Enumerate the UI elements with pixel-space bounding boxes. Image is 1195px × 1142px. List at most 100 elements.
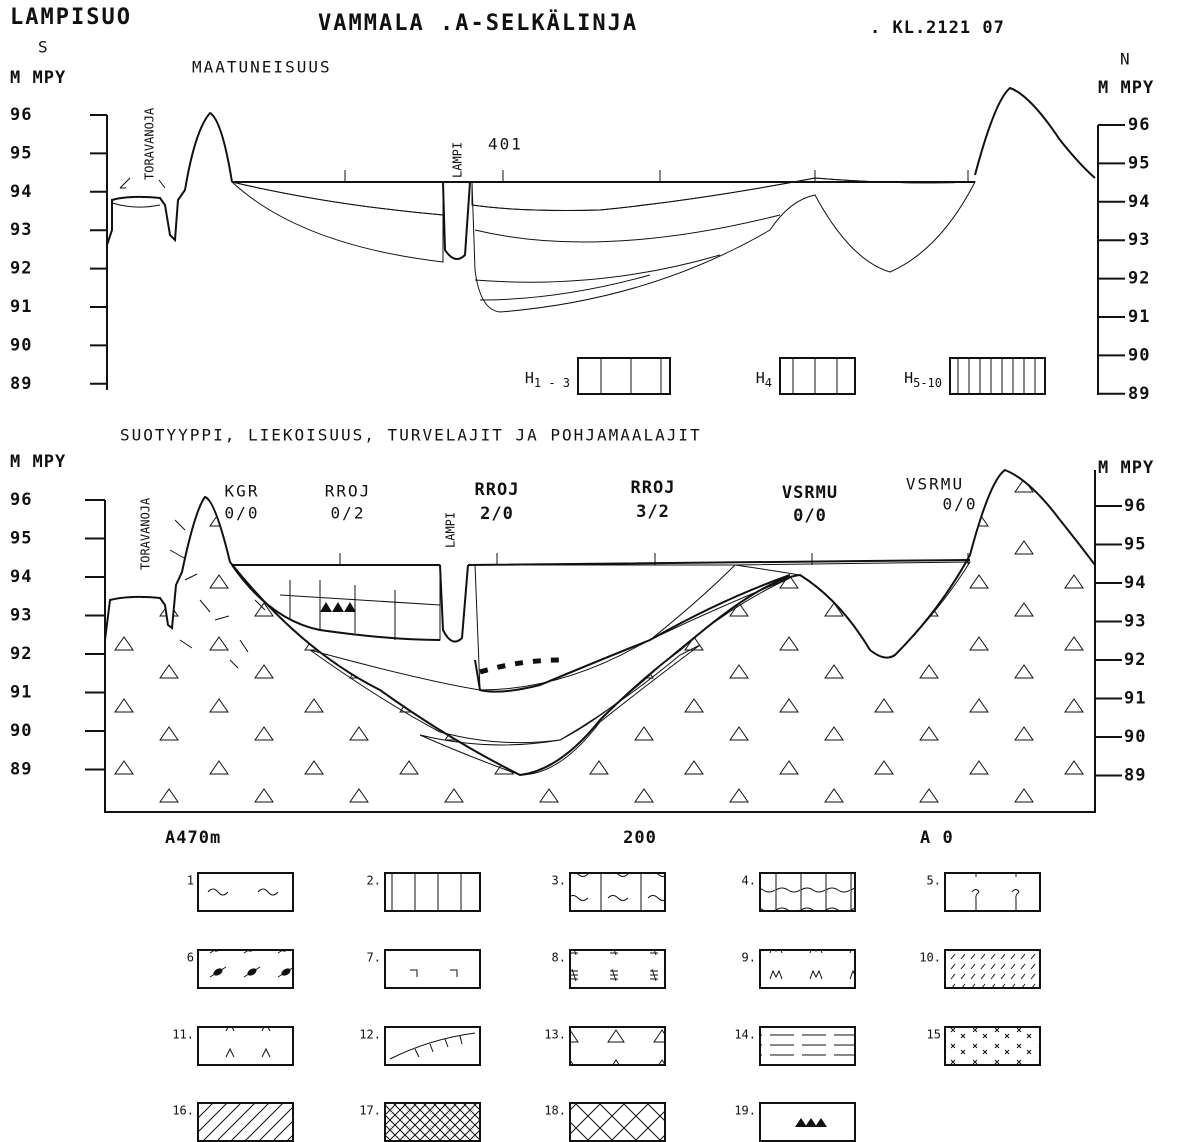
legend-swatch xyxy=(199,874,292,910)
legend-swatch xyxy=(571,1028,664,1064)
legend-number: 9. xyxy=(742,951,756,965)
elevation-label: 96 xyxy=(1124,496,1146,516)
legend-swatch xyxy=(946,1028,1039,1064)
charcoal xyxy=(320,602,356,612)
legend-swatch xyxy=(946,874,1039,910)
legend-label: H1 - 3 xyxy=(525,369,570,390)
elevation-label: 92 xyxy=(1124,650,1146,670)
legend-box xyxy=(760,1103,855,1141)
legend-swatch xyxy=(386,1104,479,1140)
site-code: 0/0 xyxy=(225,504,260,523)
site-code: 0/0 xyxy=(943,495,978,514)
ground xyxy=(107,113,232,245)
ground xyxy=(112,203,160,207)
legend-label: H4 xyxy=(756,369,772,390)
legend-number: 12. xyxy=(359,1028,381,1042)
legend-swatch xyxy=(386,951,479,987)
elevation-label: 90 xyxy=(10,721,32,741)
legend-number: 2. xyxy=(367,874,381,888)
elevation-label: 93 xyxy=(10,606,32,626)
legend-swatch xyxy=(578,358,670,394)
elevation-label: 91 xyxy=(1128,307,1150,327)
site-type: KGR xyxy=(225,482,260,501)
legend-swatch xyxy=(946,951,1039,987)
top-panel: S N M MPY M MPY MAATUNEISUUS TORAVANOJA … xyxy=(10,38,1154,396)
point-label: 401 xyxy=(488,135,523,154)
axis-label: M MPY xyxy=(1098,78,1154,98)
elevation-label: 95 xyxy=(10,143,32,163)
peat-line xyxy=(280,580,440,640)
legend-swatch xyxy=(761,951,854,987)
elevation-label: 92 xyxy=(10,644,32,664)
site-code: 3/2 xyxy=(636,502,670,522)
site-type: VSRMU xyxy=(782,483,838,503)
distance-label: 200 xyxy=(623,828,657,848)
site-type: RROJ xyxy=(475,480,520,500)
legend-number: 1 xyxy=(187,874,194,888)
legend-number: 14. xyxy=(734,1028,756,1042)
legend-swatch xyxy=(386,874,479,910)
direction: N xyxy=(1120,50,1132,69)
pond-label: LAMPI xyxy=(444,512,458,548)
legend-number: 17. xyxy=(359,1104,381,1118)
pond xyxy=(443,182,470,259)
elevation-label: 92 xyxy=(10,259,32,279)
elevation-label: 93 xyxy=(10,220,32,240)
legend-sub: 4 xyxy=(765,376,772,390)
elevation-label: 94 xyxy=(1124,573,1146,593)
legend-number: 13. xyxy=(544,1028,566,1042)
legend-number: 18. xyxy=(544,1104,566,1118)
elevation-label: 89 xyxy=(1128,384,1150,404)
title: VAMMALA .A-SELKÄLINJA xyxy=(318,10,638,36)
legend-number: 6 xyxy=(187,951,194,965)
ground xyxy=(975,88,1095,178)
site-name: LAMPISUO xyxy=(10,5,132,30)
elevation-label: 96 xyxy=(10,490,32,510)
legend-base: H xyxy=(756,369,765,387)
legend-swatch xyxy=(571,874,664,910)
subtitle: MAATUNEISUUS xyxy=(192,58,332,77)
legend-number: 8. xyxy=(552,951,566,965)
layer-line xyxy=(475,215,780,300)
ditch-label: TORAVANOJA xyxy=(139,497,153,570)
axis-label: M MPY xyxy=(10,452,66,472)
legend-swatch xyxy=(199,1028,292,1064)
elevation-label: 91 xyxy=(10,297,32,317)
site-code: 2/0 xyxy=(480,504,514,524)
station-tick xyxy=(345,170,968,182)
distance-label: A470m xyxy=(165,828,221,848)
elevation-label: 93 xyxy=(1124,612,1146,632)
elevation-label: 92 xyxy=(1128,269,1150,289)
elevation-label: 94 xyxy=(1128,192,1150,212)
elevation-label: 93 xyxy=(1128,230,1150,250)
legend-base: H xyxy=(525,369,534,387)
leaf-layer xyxy=(480,660,560,672)
legend-number: 4. xyxy=(742,874,756,888)
peat-layer xyxy=(232,182,443,215)
elevation-label: 90 xyxy=(10,335,32,355)
elevation-label: 91 xyxy=(10,683,32,703)
legend-number: 15 xyxy=(927,1028,941,1042)
legend-swatch xyxy=(761,874,854,910)
legend-sub: 5-10 xyxy=(913,376,942,390)
peat xyxy=(472,182,975,312)
distance-label: A 0 xyxy=(920,828,954,848)
sheet: . KL.2121 07 xyxy=(870,18,1005,38)
elevation-label: 91 xyxy=(1124,689,1146,709)
legend-number: 7. xyxy=(367,951,381,965)
elevation-label: 95 xyxy=(1128,153,1150,173)
axis-label: M MPY xyxy=(10,68,66,88)
elevation-label: 96 xyxy=(10,105,32,125)
site-code: 0/0 xyxy=(793,506,827,526)
elevation-label: 95 xyxy=(1124,535,1146,555)
elevation-label: 90 xyxy=(1124,727,1146,747)
peat-layer xyxy=(232,182,443,215)
axis-label: M MPY xyxy=(1098,458,1154,478)
elevation-label: 90 xyxy=(1128,345,1150,365)
legend-swatch xyxy=(199,951,292,987)
site-type: VSRMU xyxy=(906,475,964,494)
legend-base: H xyxy=(904,369,913,387)
surface xyxy=(232,560,970,565)
legend-label: H5-10 xyxy=(904,369,942,390)
legend-sub: 1 - 3 xyxy=(534,376,570,390)
